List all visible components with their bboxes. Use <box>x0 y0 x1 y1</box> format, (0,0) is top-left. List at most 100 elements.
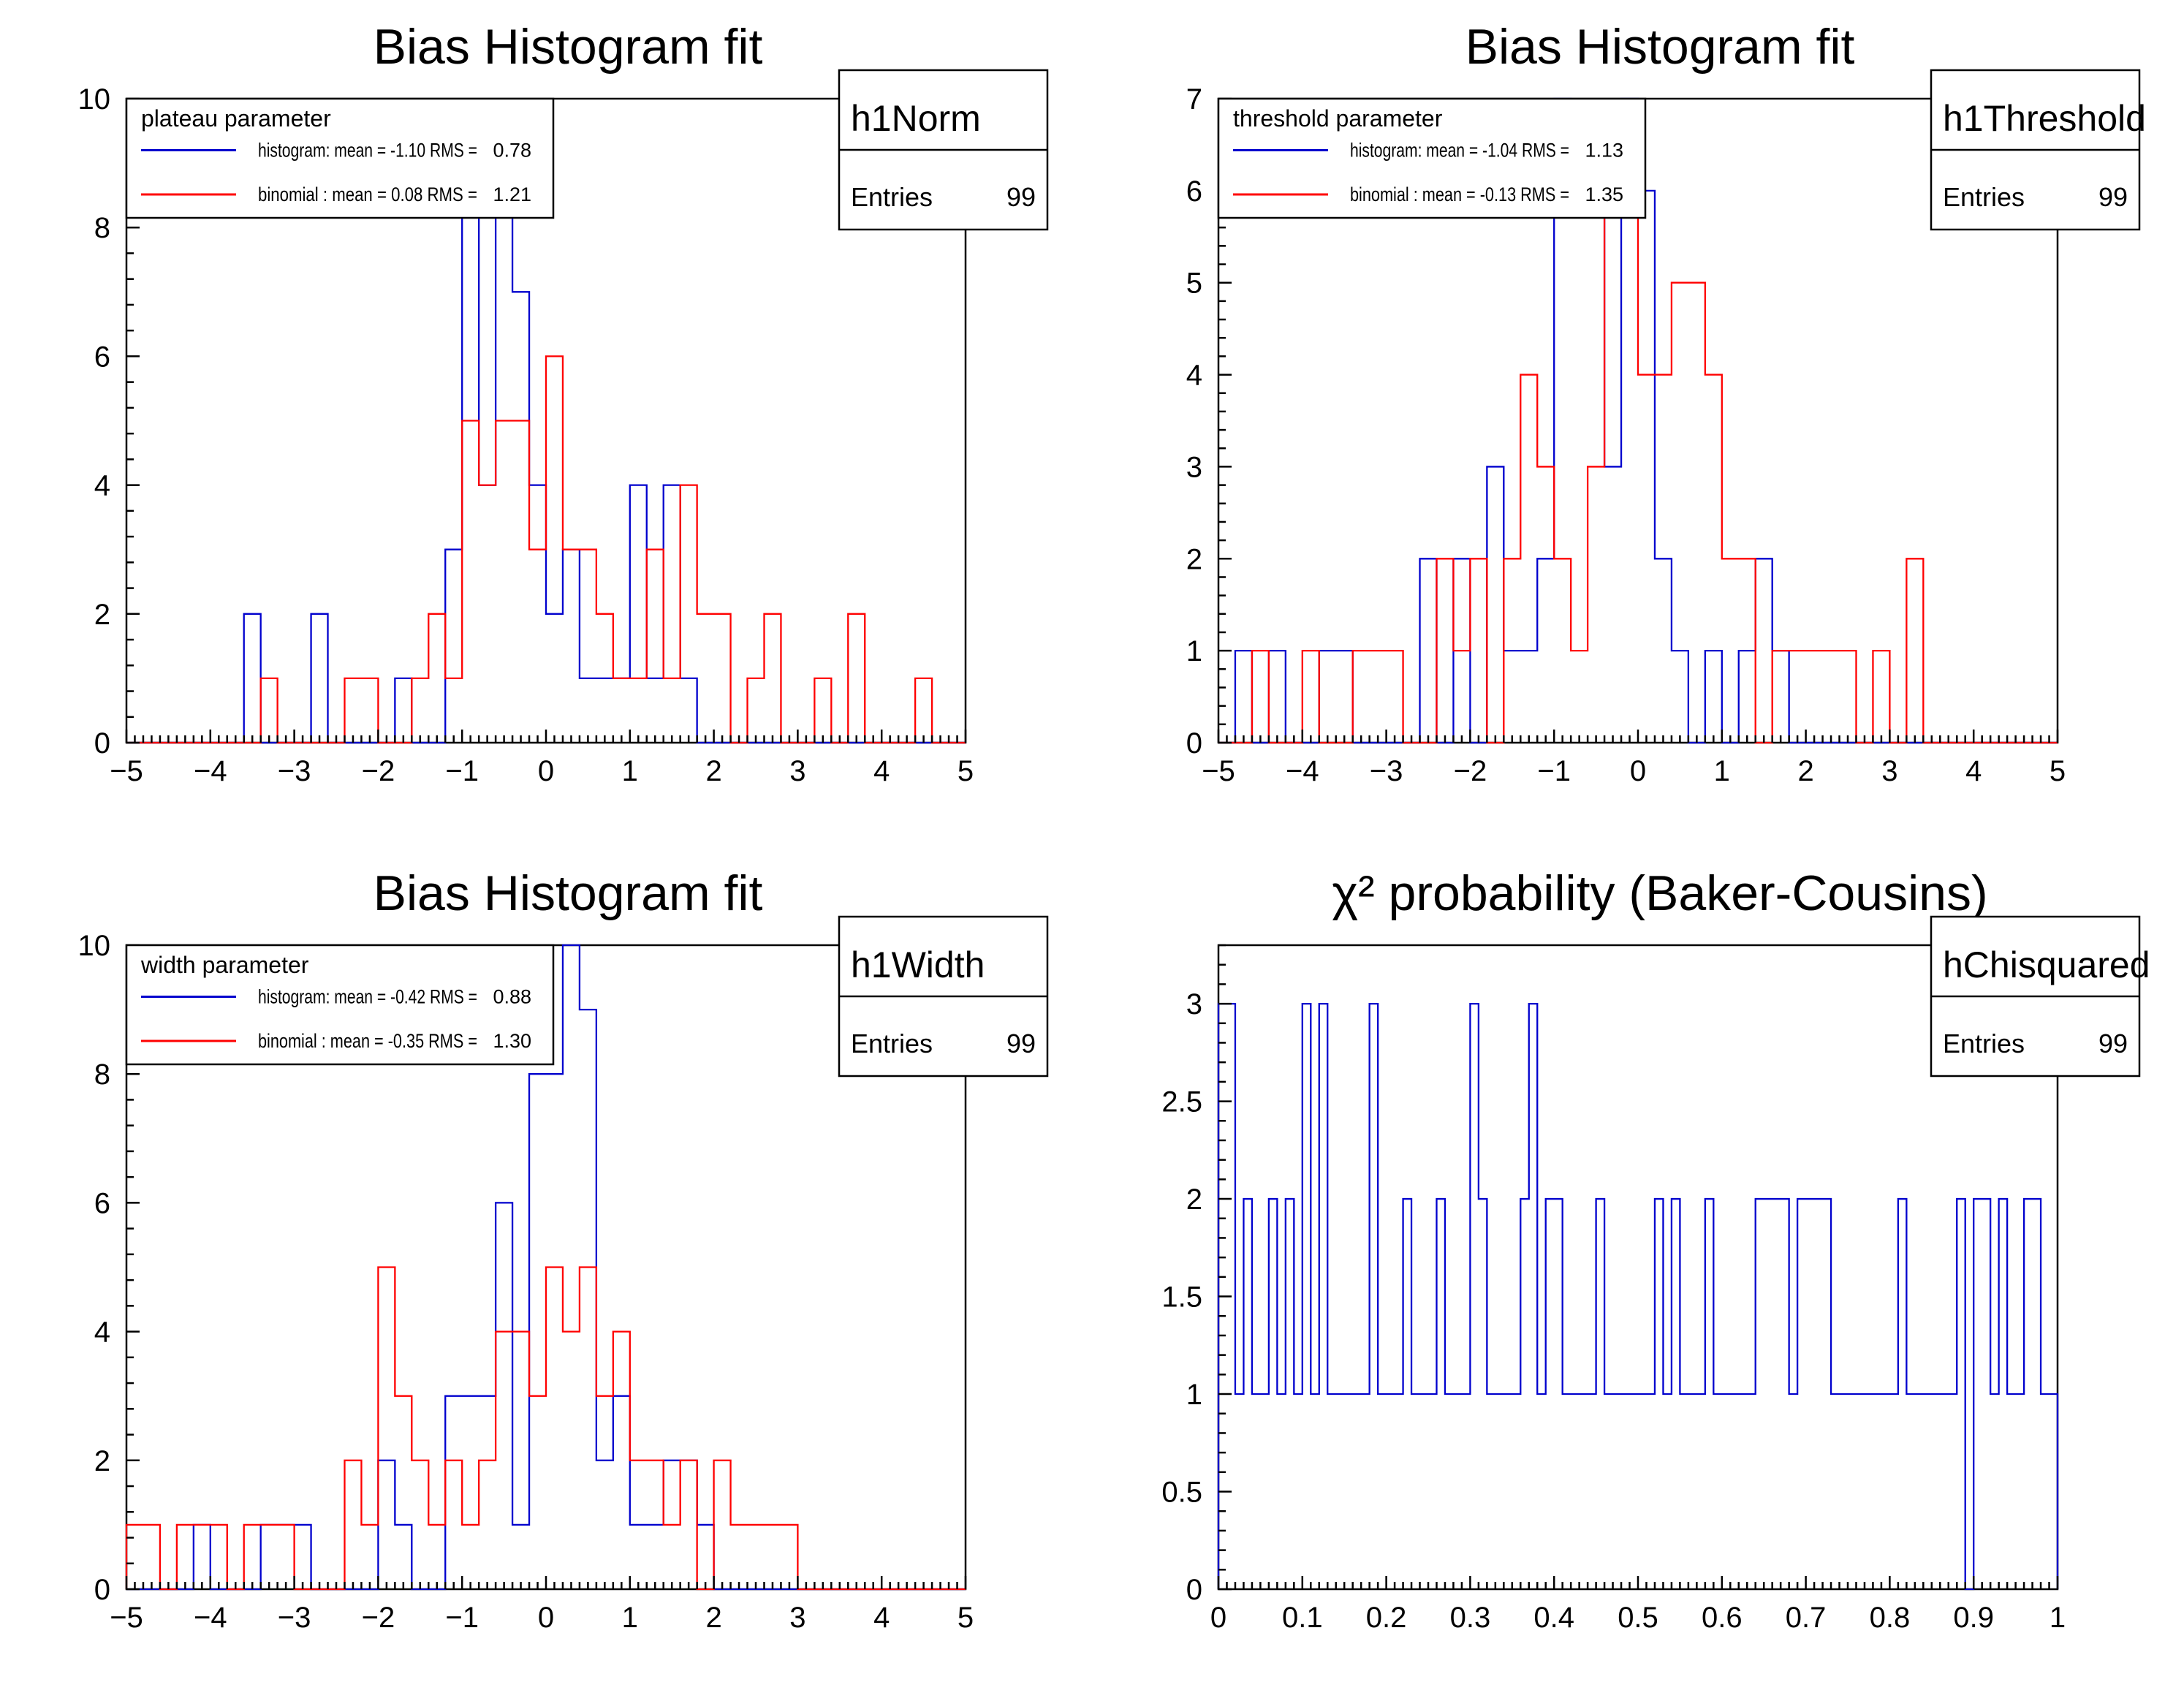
svg-text:χ² probability (Baker-Cousins): χ² probability (Baker-Cousins) <box>1332 866 1987 921</box>
svg-text:−5: −5 <box>110 1602 143 1634</box>
svg-text:−4: −4 <box>194 1602 227 1634</box>
svg-text:0.4: 0.4 <box>1533 1602 1574 1634</box>
svg-text:binomial : mean = -0.35 RMS =: binomial : mean = -0.35 RMS = <box>258 1030 477 1052</box>
svg-text:5: 5 <box>958 1602 974 1634</box>
svg-text:2.5: 2.5 <box>1161 1086 1202 1118</box>
svg-text:0: 0 <box>94 1574 110 1606</box>
svg-text:2: 2 <box>1186 1183 1202 1216</box>
svg-text:−5: −5 <box>1202 755 1235 787</box>
svg-text:0: 0 <box>1210 1602 1226 1634</box>
svg-text:0.78: 0.78 <box>493 140 531 162</box>
svg-text:3: 3 <box>1186 988 1202 1020</box>
svg-text:−1: −1 <box>445 1602 479 1634</box>
svg-text:5: 5 <box>1186 268 1202 300</box>
svg-text:7: 7 <box>1186 83 1202 115</box>
svg-text:8: 8 <box>94 1058 110 1091</box>
svg-text:4: 4 <box>1186 360 1202 392</box>
svg-text:0: 0 <box>538 1602 554 1634</box>
svg-text:−3: −3 <box>1370 755 1403 787</box>
svg-text:2: 2 <box>1186 543 1202 575</box>
svg-text:3: 3 <box>1881 755 1897 787</box>
svg-text:6: 6 <box>1186 175 1202 208</box>
svg-text:0: 0 <box>1630 755 1646 787</box>
svg-text:Entries: Entries <box>1943 182 2025 212</box>
svg-text:−4: −4 <box>1286 755 1319 787</box>
svg-text:1: 1 <box>1714 755 1730 787</box>
svg-text:Bias Histogram fit: Bias Histogram fit <box>374 866 763 921</box>
svg-text:0.6: 0.6 <box>1702 1602 1743 1634</box>
svg-text:0: 0 <box>94 727 110 760</box>
svg-text:2: 2 <box>1797 755 1813 787</box>
svg-text:1: 1 <box>1186 1379 1202 1411</box>
svg-text:binomial : mean = 0.08 RMS =: binomial : mean = 0.08 RMS = <box>258 183 477 205</box>
svg-text:Entries: Entries <box>1943 1029 2025 1058</box>
svg-text:99: 99 <box>1006 182 1036 212</box>
svg-text:0: 0 <box>1186 1574 1202 1606</box>
svg-text:−5: −5 <box>110 755 143 787</box>
svg-text:histogram: mean = -0.42 RMS =: histogram: mean = -0.42 RMS = <box>258 986 477 1008</box>
svg-text:Entries: Entries <box>851 1029 933 1058</box>
svg-text:3: 3 <box>789 1602 805 1634</box>
svg-text:1.35: 1.35 <box>1585 183 1623 205</box>
svg-text:8: 8 <box>94 212 110 244</box>
svg-text:−2: −2 <box>362 755 395 787</box>
svg-text:−3: −3 <box>278 1602 311 1634</box>
svg-text:Entries: Entries <box>851 182 933 212</box>
svg-text:0.5: 0.5 <box>1618 1602 1658 1634</box>
svg-text:0.3: 0.3 <box>1450 1602 1491 1634</box>
svg-text:h1Norm: h1Norm <box>851 98 981 139</box>
svg-text:3: 3 <box>789 755 805 787</box>
svg-text:−2: −2 <box>1454 755 1487 787</box>
svg-text:0.8: 0.8 <box>1870 1602 1911 1634</box>
svg-text:−3: −3 <box>278 755 311 787</box>
svg-text:1: 1 <box>622 1602 638 1634</box>
svg-text:2: 2 <box>94 599 110 631</box>
svg-text:0.1: 0.1 <box>1282 1602 1323 1634</box>
svg-text:1.30: 1.30 <box>493 1030 531 1052</box>
svg-text:1.21: 1.21 <box>493 183 531 205</box>
svg-text:−4: −4 <box>194 755 227 787</box>
svg-text:2: 2 <box>94 1445 110 1477</box>
svg-text:0.9: 0.9 <box>1953 1602 1994 1634</box>
svg-text:0.5: 0.5 <box>1161 1477 1202 1509</box>
svg-text:plateau parameter: plateau parameter <box>141 105 331 132</box>
svg-text:6: 6 <box>94 1187 110 1219</box>
svg-text:histogram: mean = -1.04 RMS =: histogram: mean = -1.04 RMS = <box>1350 140 1569 162</box>
svg-text:5: 5 <box>958 755 974 787</box>
svg-text:1: 1 <box>622 755 638 787</box>
svg-text:1.13: 1.13 <box>1585 140 1623 162</box>
svg-text:4: 4 <box>873 1602 890 1634</box>
svg-text:binomial : mean = -0.13 RMS =: binomial : mean = -0.13 RMS = <box>1350 183 1569 205</box>
svg-text:0.88: 0.88 <box>493 986 531 1008</box>
svg-text:width parameter: width parameter <box>140 952 309 978</box>
svg-text:−2: −2 <box>362 1602 395 1634</box>
svg-text:1: 1 <box>1186 635 1202 667</box>
svg-text:0.7: 0.7 <box>1786 1602 1827 1634</box>
svg-text:99: 99 <box>2098 1029 2128 1058</box>
svg-text:99: 99 <box>1006 1029 1036 1058</box>
svg-text:4: 4 <box>1965 755 1982 787</box>
svg-text:6: 6 <box>94 341 110 373</box>
svg-text:histogram: mean = -1.10 RMS =: histogram: mean = -1.10 RMS = <box>258 140 477 162</box>
svg-text:5: 5 <box>2050 755 2066 787</box>
svg-text:4: 4 <box>94 470 110 502</box>
svg-text:−1: −1 <box>445 755 479 787</box>
svg-text:Bias Histogram fit: Bias Histogram fit <box>374 19 763 75</box>
svg-text:−1: −1 <box>1537 755 1571 787</box>
svg-text:4: 4 <box>94 1317 110 1349</box>
svg-text:hChisquared: hChisquared <box>1943 944 2150 985</box>
svg-text:0: 0 <box>1186 727 1202 760</box>
svg-text:1: 1 <box>2050 1602 2066 1634</box>
svg-text:2: 2 <box>705 755 721 787</box>
svg-text:1.5: 1.5 <box>1161 1281 1202 1314</box>
svg-text:Bias Histogram fit: Bias Histogram fit <box>1466 19 1855 75</box>
svg-text:10: 10 <box>78 83 111 115</box>
svg-text:4: 4 <box>873 755 890 787</box>
svg-text:2: 2 <box>705 1602 721 1634</box>
svg-text:h1Width: h1Width <box>851 944 985 985</box>
svg-text:99: 99 <box>2098 182 2128 212</box>
svg-text:10: 10 <box>78 930 111 962</box>
svg-text:0: 0 <box>538 755 554 787</box>
svg-text:threshold parameter: threshold parameter <box>1233 105 1443 132</box>
svg-text:0.2: 0.2 <box>1366 1602 1407 1634</box>
